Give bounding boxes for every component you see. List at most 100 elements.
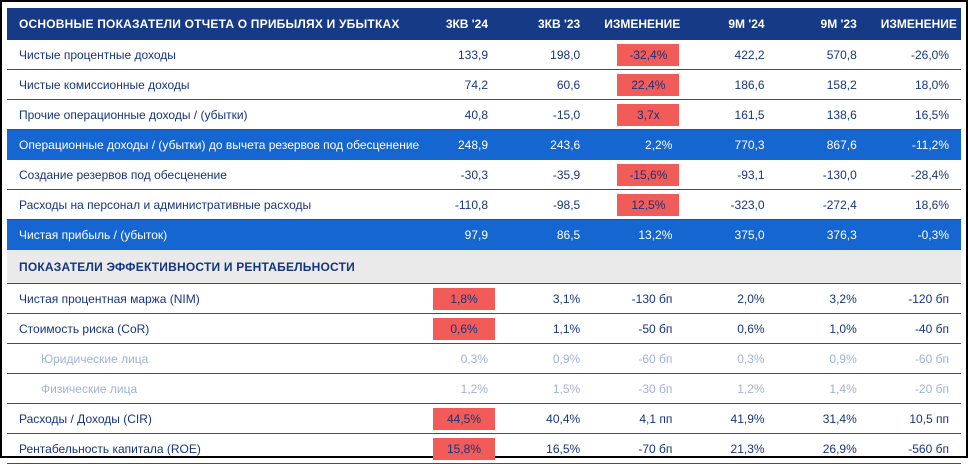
table-row: Чистые комиссионные доходы 74,2 60,6 22,4% 1… bbox=[7, 70, 961, 100]
red-highlight-value: 15,8% bbox=[433, 437, 496, 460]
table-row: Рентабельность капитала (ROE) 15,8% 16,5% -… bbox=[7, 434, 961, 464]
value: -110,8 bbox=[454, 197, 489, 212]
value-cell: -15,0 bbox=[500, 100, 592, 130]
value: -15,0 bbox=[552, 107, 581, 122]
value: 375,0 bbox=[734, 227, 765, 242]
table-row: Расходы / Доходы (CIR) 44,5% 40,4% 4,1 пп 41… bbox=[7, 404, 961, 434]
table-header-row: ОСНОВНЫЕ ПОКАЗАТЕЛИ ОТЧЕТА О ПРИБЫЛЯХ И … bbox=[7, 8, 961, 40]
table-title: ОСНОВНЫЕ ПОКАЗАТЕЛИ ОТЧЕТА О ПРИБЫЛЯХ И … bbox=[7, 8, 408, 40]
value: 31,4% bbox=[822, 411, 857, 426]
value-cell: 22,4% bbox=[592, 70, 684, 100]
value-cell: 40,8 bbox=[408, 100, 500, 130]
value: 0,6% bbox=[737, 321, 765, 336]
value-cell: 74,2 bbox=[408, 70, 500, 100]
value: 1,4% bbox=[829, 381, 857, 396]
value: 0,3% bbox=[460, 351, 489, 366]
table-row: Чистая процентная маржа (NIM) 1,8% 3,1% -13… bbox=[7, 284, 961, 314]
value-cell: -60 бп bbox=[592, 344, 684, 374]
value-cell: 16,5% bbox=[500, 434, 592, 464]
value-cell: -35,9 bbox=[500, 160, 592, 190]
row-label: Создание резервов под обесценение bbox=[19, 167, 227, 182]
value: -130 бп bbox=[631, 291, 673, 306]
column-header: 3КВ '24 bbox=[407, 8, 501, 40]
value: 770,3 bbox=[734, 137, 765, 152]
table-row: Чистая прибыль / (убыток) 97,9 86,5 13,2% 37… bbox=[7, 219, 961, 250]
value: 4,1 пп bbox=[639, 411, 673, 426]
row-label: Стоимость риска (CoR) bbox=[19, 321, 150, 336]
value-cell: -323,0 bbox=[684, 190, 776, 220]
row-label: Физические лица bbox=[41, 381, 138, 396]
value: 18,6% bbox=[914, 197, 949, 212]
value-cell: 867,6 bbox=[777, 130, 869, 160]
value-cell: 21,3% bbox=[684, 434, 776, 464]
value-cell: -110,8 bbox=[408, 190, 500, 220]
value: -130,0 bbox=[822, 167, 857, 182]
value-cell: 138,6 bbox=[777, 100, 869, 130]
value-cell: 375,0 bbox=[684, 220, 776, 250]
column-header: ИЗМЕНЕНИЕ bbox=[868, 8, 961, 40]
red-highlight-value: 1,8% bbox=[433, 287, 496, 310]
value-cell: -272,4 bbox=[777, 190, 869, 220]
value-cell: 41,9% bbox=[684, 404, 776, 434]
value-cell: 31,4% bbox=[777, 404, 869, 434]
value-cell: 770,3 bbox=[684, 130, 776, 160]
red-highlight-value: 12,5% bbox=[617, 193, 680, 216]
value: 97,9 bbox=[464, 227, 489, 242]
red-highlight-value: 22,4% bbox=[617, 73, 680, 96]
value-cell: 1,2% bbox=[684, 374, 776, 404]
value-cell: 12,5% bbox=[592, 190, 684, 220]
value: -0,3% bbox=[917, 227, 949, 242]
value: -30 бп bbox=[638, 381, 673, 396]
value-cell: -130,0 bbox=[777, 160, 869, 190]
value-cell: -32,4% bbox=[592, 40, 684, 70]
value: -26,0% bbox=[910, 47, 949, 62]
value-cell: 161,5 bbox=[684, 100, 776, 130]
value: 1,1% bbox=[552, 321, 581, 336]
value-cell: 18,0% bbox=[869, 70, 961, 100]
value: 16,5% bbox=[914, 107, 949, 122]
value-cell: -50 бп bbox=[592, 314, 684, 344]
value-cell: 40,4% bbox=[500, 404, 592, 434]
value-cell: 0,6% bbox=[408, 314, 500, 344]
value: 867,6 bbox=[826, 137, 857, 152]
pnl-key-indicators-table: ОСНОВНЫЕ ПОКАЗАТЕЛИ ОТЧЕТА О ПРИБЫЛЯХ И … bbox=[7, 8, 961, 464]
row-label: Расходы / Доходы (CIR) bbox=[19, 411, 152, 426]
value: -93,1 bbox=[737, 167, 765, 182]
value-cell: -26,0% bbox=[869, 40, 961, 70]
value-cell: 44,5% bbox=[408, 404, 500, 434]
red-highlight-value: -15,6% bbox=[617, 163, 680, 186]
row-label: Чистые комиссионные доходы bbox=[19, 77, 190, 92]
value-cell: -20 бп bbox=[869, 374, 961, 404]
value: 0,3% bbox=[737, 351, 765, 366]
value-cell: 1,2% bbox=[408, 374, 500, 404]
section-header-row: ПОКАЗАТЕЛИ ЭФФЕКТИВНОСТИ И РЕНТАБЕЛЬНОСТ… bbox=[7, 249, 961, 284]
value-cell: 10,5 пп bbox=[869, 404, 961, 434]
value: 0,9% bbox=[829, 351, 857, 366]
table-row: Чистые процентные доходы 133,9 198,0 -32,4%… bbox=[7, 40, 961, 70]
red-highlight-value: 44,5% bbox=[433, 407, 496, 430]
table-row: Операционные доходы / (убытки) до вычета… bbox=[7, 129, 961, 160]
value-cell: 60,6 bbox=[500, 70, 592, 100]
value-cell: 1,1% bbox=[500, 314, 592, 344]
value: -50 бп bbox=[638, 321, 673, 336]
value-cell: 248,9 bbox=[408, 130, 500, 160]
value-cell: 13,2% bbox=[592, 220, 684, 250]
table-row: Юридические лица 0,3% 0,9% -60 бп 0,3% 0,9% -6… bbox=[7, 344, 961, 374]
value: 158,2 bbox=[826, 77, 857, 92]
value-cell: 3,2% bbox=[777, 284, 869, 314]
value: 161,5 bbox=[734, 107, 765, 122]
row-label: Чистые процентные доходы bbox=[19, 47, 176, 62]
value: 40,4% bbox=[546, 411, 581, 426]
value-cell: 86,5 bbox=[500, 220, 592, 250]
value-cell: 570,8 bbox=[777, 40, 869, 70]
value: -272,4 bbox=[822, 197, 857, 212]
value: 243,6 bbox=[550, 137, 581, 152]
value-cell: 0,6% bbox=[684, 314, 776, 344]
value-cell: -130 бп bbox=[592, 284, 684, 314]
value: 60,6 bbox=[556, 77, 581, 92]
value-cell: -70 бп bbox=[592, 434, 684, 464]
value-cell: 0,3% bbox=[408, 344, 500, 374]
value-cell: 158,2 bbox=[777, 70, 869, 100]
value: -70 бп bbox=[638, 441, 673, 456]
